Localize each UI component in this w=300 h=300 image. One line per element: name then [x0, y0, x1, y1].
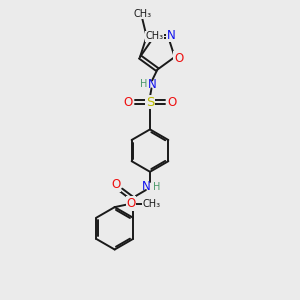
Text: O: O — [167, 95, 176, 109]
Text: N: N — [142, 180, 151, 193]
Text: CH₃: CH₃ — [133, 9, 151, 19]
Text: O: O — [174, 52, 183, 65]
Text: H: H — [140, 79, 147, 89]
Text: N: N — [148, 78, 156, 91]
Text: O: O — [124, 95, 133, 109]
Text: CH₃: CH₃ — [142, 199, 160, 209]
Text: CH₃: CH₃ — [146, 32, 164, 41]
Text: S: S — [146, 95, 154, 109]
Text: O: O — [127, 197, 136, 210]
Text: H: H — [153, 182, 160, 191]
Text: O: O — [111, 178, 121, 191]
Text: N: N — [167, 28, 176, 42]
